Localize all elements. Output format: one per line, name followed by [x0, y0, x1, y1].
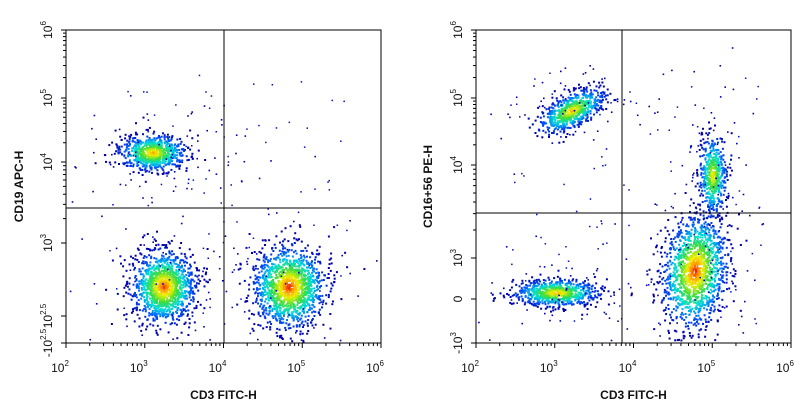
- y-tick-label: 0: [451, 295, 465, 302]
- x-tick-label: 102: [461, 359, 479, 375]
- x-tick-label: 103: [540, 359, 558, 375]
- y-axis-label: CD16+56 PE-H: [421, 145, 435, 228]
- flow-plot-1: 102 103 104 105 106 106 105 104 103 102.5-102.5 CD…: [12, 21, 384, 402]
- y-tick-label: 103: [39, 234, 55, 252]
- y-tick-label: 103: [449, 249, 465, 267]
- flow-plot-2: 102 103 104 105 106 106 105 104 103 0 -103 CD3 FITC…: [421, 21, 794, 402]
- y-tick-label: 106: [449, 21, 465, 39]
- x-tick-label: 105: [287, 359, 305, 375]
- x-axis-label: CD3 FITC-H: [600, 388, 667, 402]
- y-tick-label: 104: [449, 156, 465, 174]
- event-dots: [69, 74, 378, 343]
- x-tick-label: 103: [130, 359, 148, 375]
- y-tick-label: 102.5: [39, 303, 55, 328]
- y-tick-label: -102.5: [39, 328, 55, 357]
- x-tick-label: 104: [619, 359, 637, 375]
- x-tick-label: 106: [776, 359, 794, 375]
- y-tick-label: 106: [39, 21, 55, 39]
- y-tick-label: -103: [449, 332, 465, 354]
- y-tick-label: 104: [39, 153, 55, 171]
- x-tick-label: 102: [51, 359, 69, 375]
- plot-frame: [475, 29, 792, 344]
- x-axis-label: CD3 FITC-H: [190, 388, 257, 402]
- x-tick-label: 105: [697, 359, 715, 375]
- y-axis-label: CD19 APC-H: [12, 151, 26, 223]
- y-tick-label: 105: [39, 89, 55, 107]
- y-tick-label: 105: [449, 89, 465, 107]
- x-tick-label: 104: [209, 359, 227, 375]
- event-dots: [478, 47, 765, 342]
- x-tick-label: 106: [366, 359, 384, 375]
